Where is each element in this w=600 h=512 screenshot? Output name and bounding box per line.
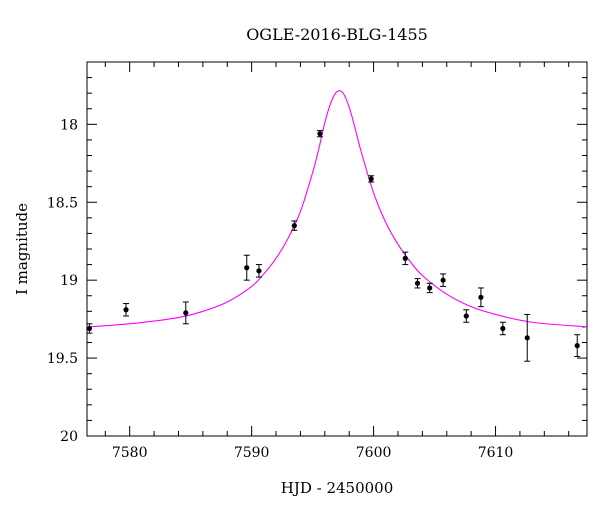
data-point	[440, 273, 447, 287]
data-point	[463, 309, 470, 323]
point-marker	[256, 268, 262, 274]
model-curve	[86, 90, 588, 328]
chart-title: OGLE-2016-BLG-1455	[246, 25, 428, 44]
x-tick-label: 7590	[234, 445, 270, 461]
x-axis-label: HJD - 2450000	[281, 479, 394, 497]
tick-labels: 7580 7590 7600 7610 18 18.5 19 19.5 20	[47, 117, 514, 461]
y-tick-label: 19	[60, 273, 78, 289]
x-tick-label: 7600	[356, 445, 392, 461]
data-point	[368, 175, 375, 183]
data-point	[255, 264, 262, 278]
point-marker	[402, 255, 408, 261]
data-points	[86, 130, 581, 362]
data-point	[86, 323, 93, 334]
point-marker	[463, 313, 469, 319]
point-marker	[86, 325, 93, 332]
point-marker	[427, 285, 433, 291]
y-tick-label: 18.5	[47, 195, 78, 211]
y-axis-label: I magnitude	[13, 203, 31, 295]
y-tick-label: 20	[60, 429, 78, 445]
x-tick-label: 7580	[112, 445, 148, 461]
plot-frame	[86, 61, 588, 437]
axis-ticks	[87, 61, 587, 437]
data-point	[524, 313, 531, 362]
data-point	[316, 130, 323, 138]
data-point	[291, 220, 298, 231]
data-point	[477, 287, 484, 308]
point-marker	[244, 265, 250, 271]
point-marker	[500, 325, 506, 332]
data-point	[123, 303, 130, 317]
point-marker	[414, 280, 421, 286]
point-marker	[574, 343, 580, 349]
data-point	[426, 282, 433, 294]
point-marker	[440, 277, 446, 283]
data-point	[574, 334, 581, 358]
data-point	[243, 254, 250, 281]
point-marker	[123, 307, 129, 313]
data-point	[182, 301, 189, 325]
point-marker	[524, 335, 530, 341]
point-marker	[317, 131, 323, 137]
data-point	[499, 321, 506, 336]
y-tick-label: 18	[60, 117, 78, 133]
data-point	[402, 251, 409, 266]
point-marker	[183, 310, 189, 316]
point-marker	[478, 294, 484, 300]
point-marker	[368, 176, 374, 182]
data-point	[414, 278, 421, 289]
y-tick-label: 19.5	[47, 351, 78, 367]
x-tick-label: 7610	[478, 445, 514, 461]
point-marker	[291, 223, 297, 229]
